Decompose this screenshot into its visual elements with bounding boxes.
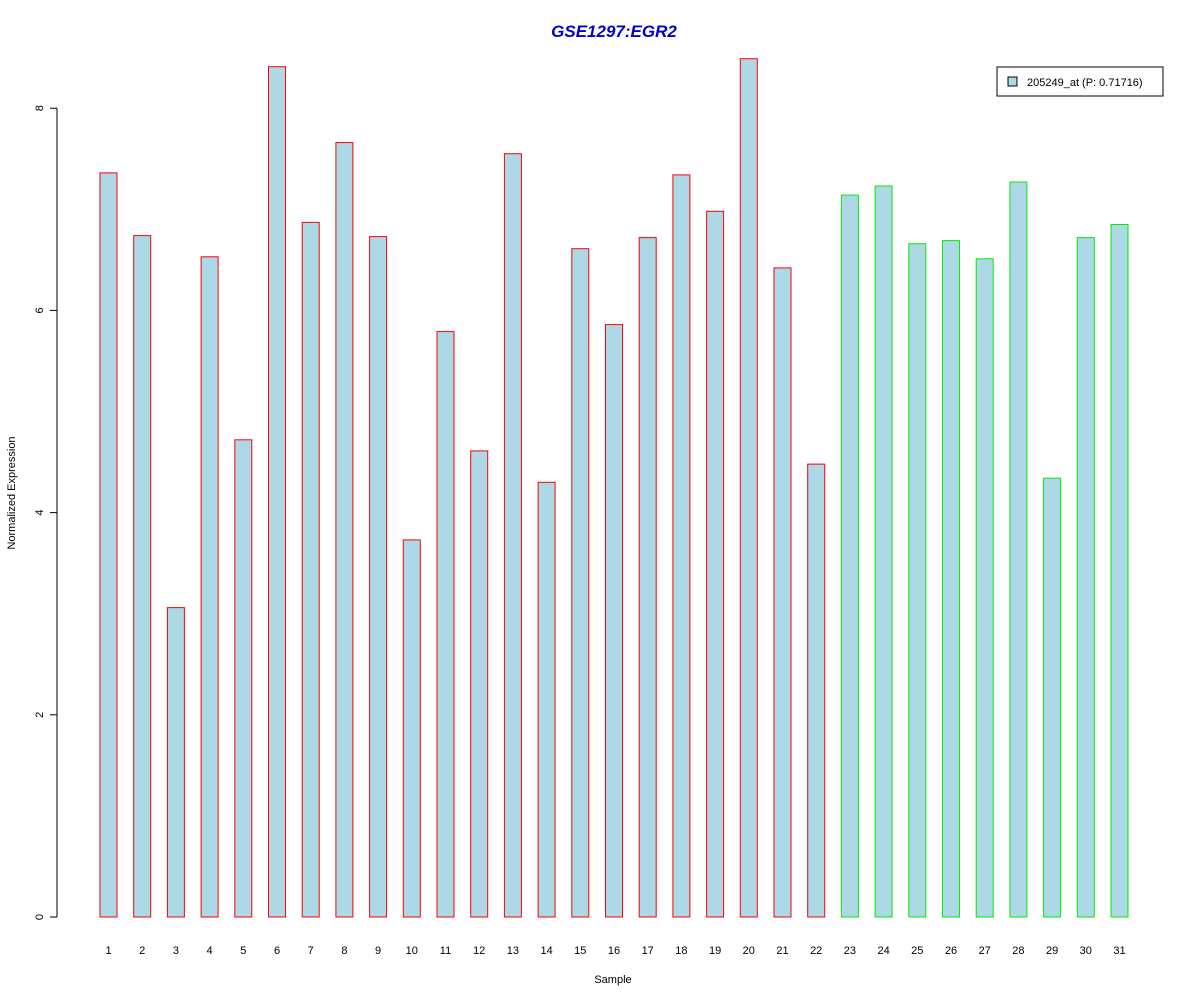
chart-title: GSE1297:EGR2 bbox=[551, 22, 677, 41]
bar-sample-14 bbox=[537, 481, 556, 918]
x-tick-label: 19 bbox=[709, 945, 721, 957]
bar-sample-16 bbox=[605, 324, 623, 918]
x-tick-label: 9 bbox=[375, 945, 381, 957]
x-tick-label: 16 bbox=[608, 945, 620, 957]
bar-sample-27 bbox=[975, 258, 994, 918]
bar-sample-22 bbox=[807, 463, 826, 918]
y-tick-label: 8 bbox=[34, 105, 46, 111]
x-tick-label: 17 bbox=[642, 945, 654, 957]
x-tick-label: 26 bbox=[945, 945, 957, 957]
legend: 205249_at (P: 0.71716) bbox=[996, 66, 1164, 97]
bar-sample-4 bbox=[200, 256, 219, 918]
x-tick-label: 10 bbox=[406, 945, 418, 957]
bar-sample-31 bbox=[1110, 224, 1129, 918]
x-tick-label: 3 bbox=[173, 945, 179, 957]
y-axis: 0 2 4 6 8 bbox=[34, 105, 58, 920]
x-tick-label: 13 bbox=[507, 945, 519, 957]
y-tick-label: 6 bbox=[34, 307, 46, 313]
bar-sample-7 bbox=[301, 221, 320, 918]
bar-sample-8 bbox=[335, 142, 354, 918]
bar-sample-10 bbox=[402, 539, 421, 918]
x-tick-labels: 1 2 3 4 5 6 7 8 9 10 11 12 13 14 15 16 17 18 19 20 21 22 23 24 2… bbox=[105, 945, 1125, 957]
bar-sample-19 bbox=[706, 210, 725, 918]
bar-sample-15 bbox=[571, 248, 590, 918]
x-tick-label: 31 bbox=[1113, 945, 1125, 957]
x-tick-label: 2 bbox=[139, 945, 145, 957]
bar-sample-18 bbox=[672, 174, 691, 918]
x-axis-label: Sample bbox=[594, 974, 631, 986]
bar-sample-1 bbox=[99, 172, 118, 918]
bar-sample-30 bbox=[1076, 237, 1095, 918]
bar-sample-6 bbox=[268, 66, 286, 918]
x-tick-label: 21 bbox=[776, 945, 788, 957]
x-tick-label: 15 bbox=[574, 945, 586, 957]
bar-sample-2 bbox=[133, 235, 152, 918]
bar-sample-5 bbox=[234, 439, 253, 918]
x-tick-label: 8 bbox=[341, 945, 347, 957]
x-tick-label: 14 bbox=[540, 945, 552, 957]
bar-sample-23 bbox=[840, 194, 859, 918]
bar-sample-11 bbox=[436, 331, 455, 918]
bar-sample-17 bbox=[638, 237, 657, 918]
bar-sample-3 bbox=[166, 607, 185, 918]
legend-swatch bbox=[1007, 76, 1018, 87]
x-tick-label: 1 bbox=[105, 945, 111, 957]
x-tick-label: 29 bbox=[1046, 945, 1058, 957]
x-tick-label: 6 bbox=[274, 945, 280, 957]
x-tick-label: 11 bbox=[440, 945, 451, 957]
legend-label: 205249_at (P: 0.71716) bbox=[1027, 77, 1143, 89]
bar-sample-9 bbox=[369, 236, 388, 918]
bar-sample-26 bbox=[942, 240, 960, 918]
bar-sample-21 bbox=[773, 267, 792, 918]
bar-sample-20 bbox=[739, 58, 758, 918]
y-tick-label: 0 bbox=[34, 914, 46, 920]
bar-sample-28 bbox=[1009, 181, 1028, 918]
x-tick-label: 25 bbox=[911, 945, 923, 957]
bars-group bbox=[99, 58, 1129, 918]
x-tick-label: 7 bbox=[308, 945, 314, 957]
x-tick-label: 5 bbox=[240, 945, 246, 957]
x-tick-label: 23 bbox=[844, 945, 856, 957]
y-tick-label: 4 bbox=[34, 510, 46, 516]
bar-sample-25 bbox=[908, 243, 927, 918]
legend-box bbox=[996, 66, 1164, 97]
y-tick-label: 2 bbox=[34, 712, 46, 718]
x-tick-label: 18 bbox=[675, 945, 687, 957]
x-tick-label: 30 bbox=[1080, 945, 1092, 957]
x-tick-label: 20 bbox=[743, 945, 755, 957]
x-tick-label: 24 bbox=[877, 945, 889, 957]
x-tick-label: 22 bbox=[810, 945, 822, 957]
y-axis-label: Normalized Expression bbox=[6, 436, 18, 549]
bar-sample-13 bbox=[503, 153, 522, 918]
x-tick-label: 12 bbox=[473, 945, 485, 957]
x-tick-label: 4 bbox=[207, 945, 213, 957]
bar-sample-12 bbox=[470, 450, 489, 918]
bar-sample-29 bbox=[1043, 477, 1062, 918]
x-tick-label: 28 bbox=[1012, 945, 1024, 957]
x-tick-label: 27 bbox=[979, 945, 991, 957]
bar-sample-24 bbox=[874, 185, 893, 918]
